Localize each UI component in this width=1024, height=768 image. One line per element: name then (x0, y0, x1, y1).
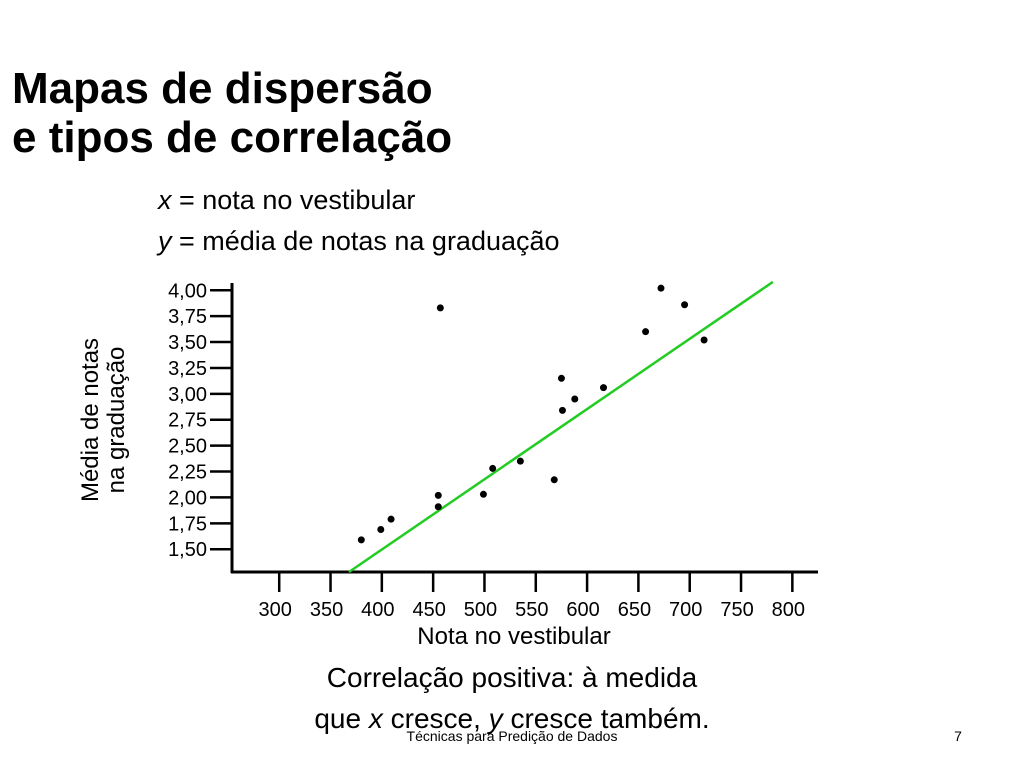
y-tick-label: 2,00 (168, 487, 207, 509)
caption-part: x (367, 703, 384, 734)
x-tick-label: 400 (361, 599, 394, 621)
point (681, 301, 689, 309)
point (557, 374, 565, 382)
point (377, 526, 385, 534)
caption-part: cresce também. (503, 703, 710, 734)
x-tick-label: 500 (464, 599, 497, 621)
x-tick-label: 700 (669, 599, 702, 621)
page-number: 7 (954, 728, 962, 744)
point (436, 304, 444, 312)
caption-part: cresce, (383, 703, 489, 734)
point (479, 490, 487, 498)
trend-line (348, 280, 774, 574)
x-tick-label: 450 (412, 599, 445, 621)
point (657, 284, 665, 292)
point (387, 515, 395, 523)
point (642, 328, 650, 336)
y-tick-label: 1,50 (168, 539, 207, 561)
x-axis-label: Nota no vestibular (417, 623, 610, 650)
point (489, 464, 497, 472)
subtitle-line: y = média de notas na graduação (156, 226, 560, 256)
title-line: e tipos de correlação (12, 113, 452, 162)
definition: = média de notas na graduação (172, 226, 560, 256)
y-tick-label: 1,75 (168, 513, 207, 535)
variable: y (156, 226, 173, 256)
point (550, 476, 558, 484)
y-tick-label: 2,75 (168, 410, 207, 432)
x-tick-label: 750 (720, 599, 753, 621)
y-tick-label: 3,50 (168, 332, 207, 354)
y-tick-label: 3,25 (168, 358, 207, 380)
point (558, 406, 566, 414)
y-tick-label: 4,00 (168, 280, 207, 302)
y-tick-label: 3,75 (168, 306, 207, 328)
point (571, 395, 579, 403)
x-tick-label: 300 (259, 599, 292, 621)
caption-part: que (314, 703, 369, 734)
y-axis-label: Média de notas (77, 338, 104, 502)
point (516, 457, 524, 465)
x-tick-label: 650 (618, 599, 651, 621)
point (434, 503, 442, 511)
caption-line: Correlação positiva: à medida (327, 662, 698, 693)
y-tick-label: 2,25 (168, 462, 207, 484)
footer: Técnicas para Predição de Dados (407, 728, 618, 744)
x-tick-label: 800 (772, 599, 805, 621)
title-line: Mapas de dispersão (12, 64, 433, 113)
variable: x (156, 185, 173, 215)
definition: = nota no vestibular (172, 185, 416, 215)
y-axis-label: na graduação (103, 347, 130, 494)
x-tick-label: 550 (515, 599, 548, 621)
caption-line: que x cresce, y cresce também. (314, 703, 709, 734)
x-tick-label: 350 (310, 599, 343, 621)
caption-part: y (487, 703, 505, 734)
point (700, 336, 708, 344)
y-tick-label: 2,50 (168, 436, 207, 458)
x-tick-label: 600 (566, 599, 599, 621)
subtitle-line: x = nota no vestibular (156, 185, 415, 215)
point (600, 384, 608, 392)
point (434, 491, 442, 499)
y-tick-label: 3,00 (168, 384, 207, 406)
point (357, 536, 365, 544)
